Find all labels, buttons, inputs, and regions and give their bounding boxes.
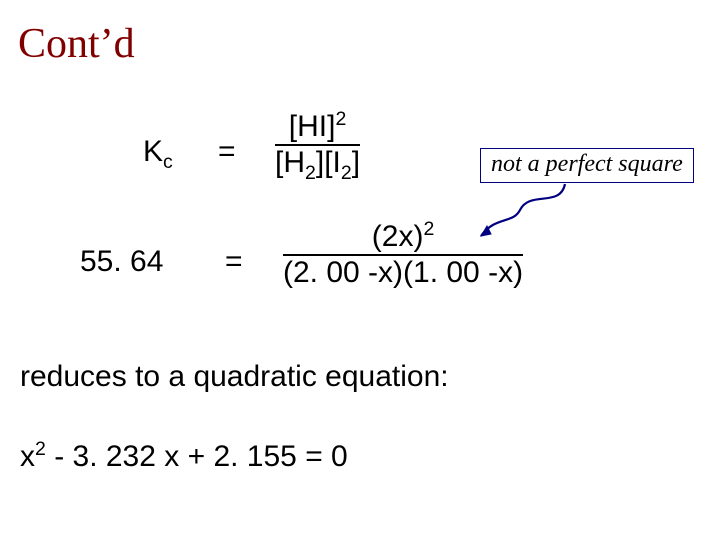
value-fraction: (2x)2 (2. 00 -x)(1. 00 -x) — [283, 222, 523, 288]
kc-symbol: Kc — [143, 135, 173, 169]
quad-x-sup: 2 — [35, 438, 46, 460]
kc-sub: c — [163, 151, 173, 173]
kc-num-sup: 2 — [335, 108, 346, 130]
quadratic-equation: x2 - 3. 232 x + 2. 155 = 0 — [20, 440, 348, 474]
reduces-text: reduces to a quadratic equation: — [20, 360, 449, 394]
kc-den-i2-pre: [I — [324, 146, 341, 179]
kc-den-h2-pre: [H — [275, 146, 305, 179]
kc-den-h2-sub: 2 — [305, 162, 316, 184]
kc-num-text: [HI] — [289, 110, 336, 143]
value-lhs: 55. 64 — [80, 245, 163, 279]
kc-den-i2-post: ] — [352, 146, 360, 179]
slide-title: Cont’d — [18, 20, 135, 68]
quad-x: x — [20, 440, 35, 473]
value-num-text: (2x) — [372, 220, 424, 253]
quad-rest: - 3. 232 x + 2. 155 = 0 — [46, 440, 348, 473]
kc-k: K — [143, 135, 163, 168]
value-denominator: (2. 00 -x)(1. 00 -x) — [283, 258, 523, 288]
kc-den-i2-sub: 2 — [341, 162, 352, 184]
value-num-sup: 2 — [423, 218, 434, 240]
kc-numerator: [HI]2 — [275, 112, 360, 142]
kc-denominator: [H2][I2] — [275, 148, 360, 178]
kc-fraction: [HI]2 [H2][I2] — [275, 112, 360, 178]
value-equals: = — [225, 245, 243, 279]
value-numerator: (2x)2 — [283, 222, 523, 252]
kc-equals: = — [218, 135, 236, 169]
kc-den-h2-post: ] — [316, 146, 324, 179]
